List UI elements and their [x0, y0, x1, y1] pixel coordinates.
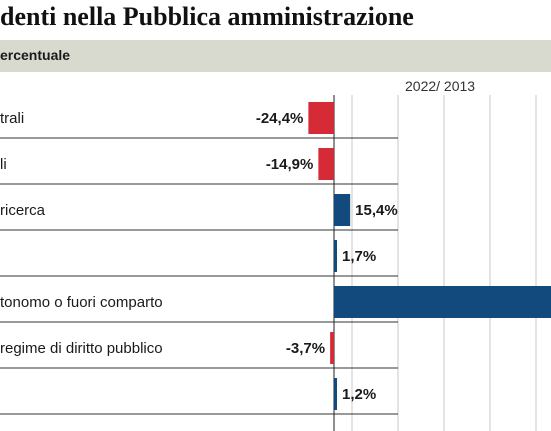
category-label: tonomo o fuori comparto	[0, 294, 163, 311]
bar	[330, 332, 334, 364]
chart-subtitle: ercentuale	[0, 47, 71, 63]
bar	[334, 378, 337, 410]
category-label: ricerca	[0, 202, 46, 219]
bar	[318, 148, 334, 180]
data-label: -14,9%	[266, 156, 314, 173]
subtitle-bar: ercentuale	[0, 40, 551, 72]
bar	[334, 194, 351, 226]
data-label: -24,4%	[256, 110, 304, 127]
bar	[334, 286, 551, 318]
data-label: 15,4%	[355, 202, 398, 219]
chart-title: denti nella Pubblica amministrazione	[0, 2, 414, 31]
bar	[308, 102, 334, 134]
data-label: -3,7%	[286, 340, 325, 357]
category-label: trali	[0, 110, 24, 127]
data-label: 1,2%	[342, 386, 376, 403]
period-label: 2022/ 2013	[405, 78, 476, 94]
data-label: 1,7%	[342, 248, 376, 265]
category-label: regime di diritto pubblico	[0, 340, 163, 357]
category-label: li	[0, 156, 7, 173]
bar	[334, 240, 337, 272]
